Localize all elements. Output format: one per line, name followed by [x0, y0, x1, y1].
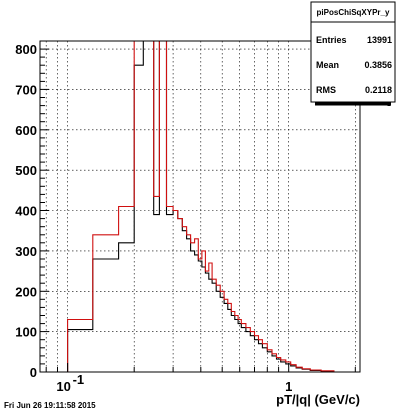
y-tick-label: 300 [15, 244, 37, 259]
y-tick-label: 0 [30, 365, 37, 380]
stats-label-rms: RMS [316, 85, 336, 95]
x-tick-label: 1 [285, 379, 292, 394]
x-tick-label: 10 [56, 379, 70, 394]
y-tick-label: 800 [15, 42, 37, 57]
y-tick-label: 400 [15, 204, 37, 219]
y-tick-label: 600 [15, 123, 37, 138]
stats-box: piPosChiSqXYPr_y Entries 13991 Mean 0.38… [310, 1, 396, 106]
x-tick-label-exponent: -1 [73, 372, 85, 387]
histogram-series-2 [40, 40, 360, 373]
y-tick-label: 700 [15, 82, 37, 97]
stats-label-entries: Entries [316, 35, 347, 45]
plot-frame [39, 40, 361, 373]
y-tick-label: 500 [15, 163, 37, 178]
footer-timestamp: Fri Jun 26 19:11:58 2015 [4, 401, 96, 410]
y-tick-label: 100 [15, 325, 37, 340]
stats-title: piPosChiSqXYPr_y [317, 8, 390, 17]
y-tick-label: 200 [15, 284, 37, 299]
stats-box-frame [310, 1, 396, 103]
x-axis-title: pT/|q| (GeV/c) [276, 392, 360, 407]
stats-value-mean: 0.3856 [364, 60, 392, 70]
stats-value-rms: 0.2118 [365, 85, 392, 95]
tick-labels: 0 100 200 300 400 500 600 700 800 10 -1 1 [15, 42, 292, 394]
axis-ticks [40, 40, 356, 373]
stats-label-mean: Mean [316, 60, 339, 70]
stats-value-entries: 13991 [367, 35, 392, 45]
